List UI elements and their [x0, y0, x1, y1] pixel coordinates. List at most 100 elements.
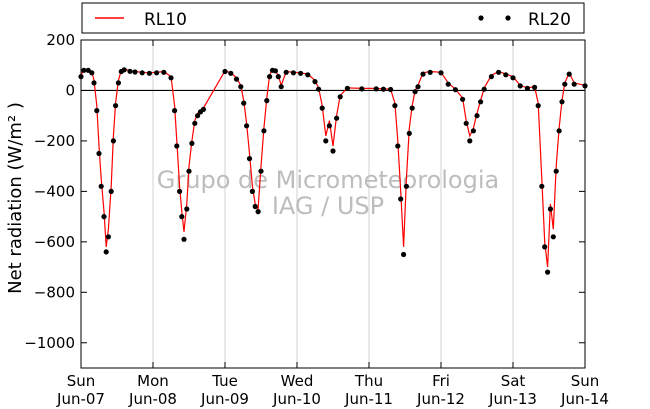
data-point-RL20-81: [427, 69, 433, 75]
data-point-RL20-94: [503, 72, 509, 78]
data-point-RL20-85: [460, 96, 466, 102]
data-point-RL20-66: [344, 85, 350, 91]
data-point-RL20-24: [172, 108, 178, 114]
data-point-RL20-89: [474, 113, 480, 119]
axis-ticks: [80, 39, 586, 368]
data-point-RL20-5: [94, 108, 100, 114]
data-point-RL20-76: [406, 130, 412, 136]
data-point-RL20-45: [255, 209, 261, 215]
data-point-RL20-8: [101, 214, 107, 220]
data-point-RL20-86: [463, 120, 469, 126]
data-point-RL20-77: [409, 105, 415, 111]
xtick-date-6: Jun-13: [488, 390, 537, 408]
ytick-label-6: −1000: [24, 334, 75, 352]
data-point-RL20-110: [571, 81, 577, 87]
data-point-RL20-35: [200, 106, 206, 112]
data-point-RL20-28: [181, 236, 187, 242]
xtick-date-0: Jun-07: [56, 390, 105, 408]
data-point-RL20-67: [359, 86, 365, 92]
ytick-label-5: −800: [34, 283, 75, 301]
data-point-RL20-83: [445, 81, 451, 87]
data-point-RL20-59: [316, 86, 322, 92]
data-point-RL20-3: [89, 70, 95, 76]
data-point-RL20-68: [373, 86, 379, 92]
data-point-RL20-55: [290, 70, 296, 76]
data-point-RL20-12: [110, 138, 116, 144]
watermark-line-1: Grupo de Micrometeorologia: [157, 166, 499, 194]
data-point-RL20-54: [283, 69, 289, 75]
xtick-day-4: Thu: [354, 372, 383, 390]
plot-frame: [80, 39, 586, 369]
data-point-RL20-60: [319, 105, 325, 111]
data-point-RL20-46: [258, 168, 264, 174]
data-point-RL20-23: [168, 75, 174, 81]
watermark-line-2: IAG / USP: [272, 192, 384, 220]
data-point-RL20-9: [103, 249, 109, 255]
data-point-RL20-52: [275, 74, 281, 80]
data-point-RL20-102: [545, 269, 551, 275]
xtick-day-5: Fri: [432, 372, 450, 390]
data-point-RL20-30: [186, 168, 192, 174]
data-point-RL20-64: [334, 115, 340, 121]
data-point-RL20-71: [392, 103, 398, 109]
data-point-RL20-7: [98, 183, 104, 189]
data-point-RL20-53: [278, 84, 284, 90]
data-point-RL20-99: [535, 103, 541, 109]
xtick-date-4: Jun-11: [344, 390, 393, 408]
data-point-RL20-87: [467, 138, 473, 144]
data-point-RL20-39: [238, 84, 244, 90]
data-point-RL20-104: [550, 234, 556, 240]
xtick-date-1: Jun-08: [128, 390, 177, 408]
data-point-RL20-96: [517, 83, 523, 89]
data-point-RL20-100: [539, 183, 545, 189]
data-point-RL20-22: [161, 69, 167, 75]
data-point-RL20-84: [452, 87, 458, 93]
data-point-RL20-97: [524, 85, 531, 91]
data-point-RL20-79: [415, 84, 421, 90]
data-point-RL20-91: [481, 86, 487, 92]
data-point-RL20-27: [179, 214, 185, 220]
data-point-RL20-16: [121, 67, 127, 73]
data-point-RL20-43: [249, 188, 255, 194]
data-point-RL20-80: [420, 71, 426, 77]
xtick-day-6: Sat: [501, 372, 526, 390]
data-point-RL20-18: [132, 69, 138, 75]
xtick-date-3: Jun-10: [272, 390, 321, 408]
data-point-RL20-63: [330, 148, 336, 154]
legend: RL10 RL20: [81, 2, 585, 34]
data-point-RL20-20: [146, 70, 152, 76]
data-point-RL20-92: [488, 74, 494, 80]
data-point-RL20-40: [241, 100, 247, 106]
data-point-RL20-61: [323, 138, 329, 144]
series-line-RL10: [80, 68, 586, 268]
data-point-RL20-107: [559, 99, 565, 105]
data-point-RL20-108: [562, 81, 568, 87]
legend-label-RL10: RL10: [144, 10, 187, 30]
data-point-RL20-37: [228, 70, 234, 76]
xtick-date-2: Jun-09: [200, 390, 249, 408]
data-point-RL20-49: [267, 74, 273, 80]
xtick-day-2: Tue: [211, 372, 238, 390]
data-point-RL20-95: [510, 75, 516, 81]
data-point-RL20-6: [96, 150, 102, 157]
data-point-RL20-62: [326, 123, 332, 129]
data-point-RL20-17: [127, 68, 133, 74]
data-point-RL20-56: [298, 70, 304, 76]
ytick-label-2: −200: [34, 132, 75, 150]
ytick-label-1: 0: [65, 81, 75, 99]
data-point-RL20-70: [388, 86, 394, 93]
data-point-RL20-93: [496, 69, 502, 75]
xtick-day-7: Sun: [571, 372, 600, 390]
legend-box: [81, 2, 585, 34]
data-point-RL20-33: [195, 113, 201, 119]
data-point-RL20-36: [222, 68, 228, 75]
data-point-RL20-41: [244, 123, 250, 129]
data-point-RL20-14: [115, 80, 121, 86]
xtick-day-1: Mon: [137, 372, 169, 390]
legend-marker-RL20-b: [505, 15, 511, 21]
data-point-RL20-38: [233, 76, 240, 82]
data-point-RL20-48: [264, 98, 270, 104]
data-point-RL20-82: [438, 70, 444, 76]
data-point-RL20-19: [139, 70, 145, 76]
data-point-RL20-13: [113, 103, 119, 109]
